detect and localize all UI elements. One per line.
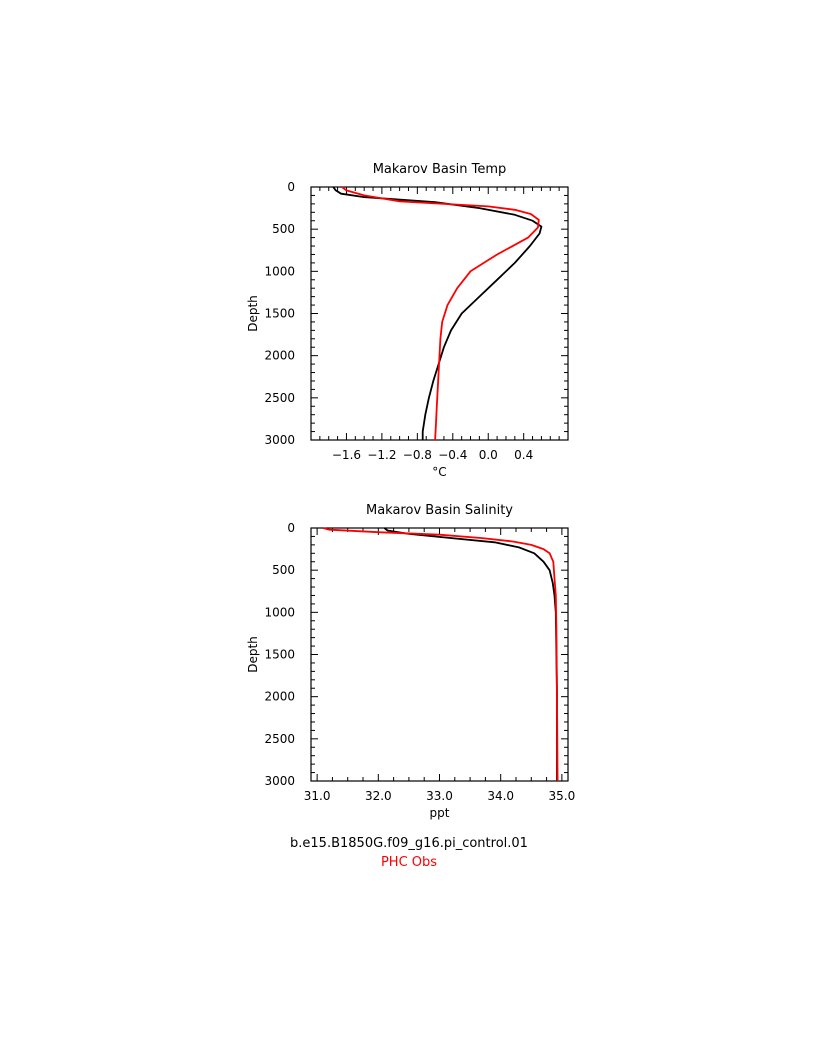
x-tick-label: −1.2	[367, 448, 396, 462]
salinity-panel: Makarov Basin Salinity 31.0 32.0 33.0 34.0 35…	[246, 503, 575, 820]
chart-title: Makarov Basin Salinity	[366, 503, 513, 518]
plot-frame	[310, 527, 569, 782]
series-line	[341, 186, 540, 441]
y-tick-label: 1000	[264, 605, 295, 619]
x-tick-label: 35.0	[549, 789, 576, 803]
y-tick-label: 2500	[264, 391, 295, 405]
y-tick-label: 500	[272, 563, 295, 577]
y-tick-label: 500	[272, 222, 295, 236]
y-tick-label: 1500	[264, 648, 295, 662]
y-tick-label: 1000	[264, 264, 295, 278]
y-axis-label: Depth	[246, 295, 260, 332]
y-tick-label: 2500	[264, 732, 295, 746]
y-tick-label: 3000	[264, 433, 295, 447]
x-tick-label: 34.0	[487, 789, 514, 803]
x-tick-label: 31.0	[304, 789, 331, 803]
chart-title: Makarov Basin Temp	[373, 162, 507, 177]
legend-model-label: b.e15.B1850G.f09_g16.pi_control.01	[290, 836, 528, 851]
y-tick-label: 2000	[264, 690, 295, 704]
x-tick-label: −0.4	[438, 448, 467, 462]
y-tick-label: 0	[287, 521, 295, 535]
legend-obs-label: PHC Obs	[380, 855, 438, 870]
y-tick-label: 2000	[264, 349, 295, 363]
temp-panel: Makarov Basin Temp −1.6 −1.2 −0.8 −0.4 0.0 0.4…	[246, 162, 569, 479]
x-tick-label: −0.8	[403, 448, 432, 462]
x-axis-label: °C	[432, 465, 446, 479]
x-axis-label: ppt	[430, 806, 450, 820]
x-tick-label: 0.4	[514, 448, 533, 462]
y-tick-label: 3000	[264, 774, 295, 788]
y-axis-label: Depth	[246, 636, 260, 673]
series-line	[332, 186, 543, 440]
plot-frame	[310, 186, 569, 441]
series-line	[383, 527, 558, 781]
y-tick-label: 1500	[264, 307, 295, 321]
x-tick-label: 32.0	[365, 789, 392, 803]
y-tick-label: 0	[287, 180, 295, 194]
x-tick-label: 0.0	[479, 448, 498, 462]
x-tick-label: −1.6	[332, 448, 361, 462]
x-tick-label: 33.0	[426, 789, 453, 803]
series-line	[322, 527, 559, 782]
